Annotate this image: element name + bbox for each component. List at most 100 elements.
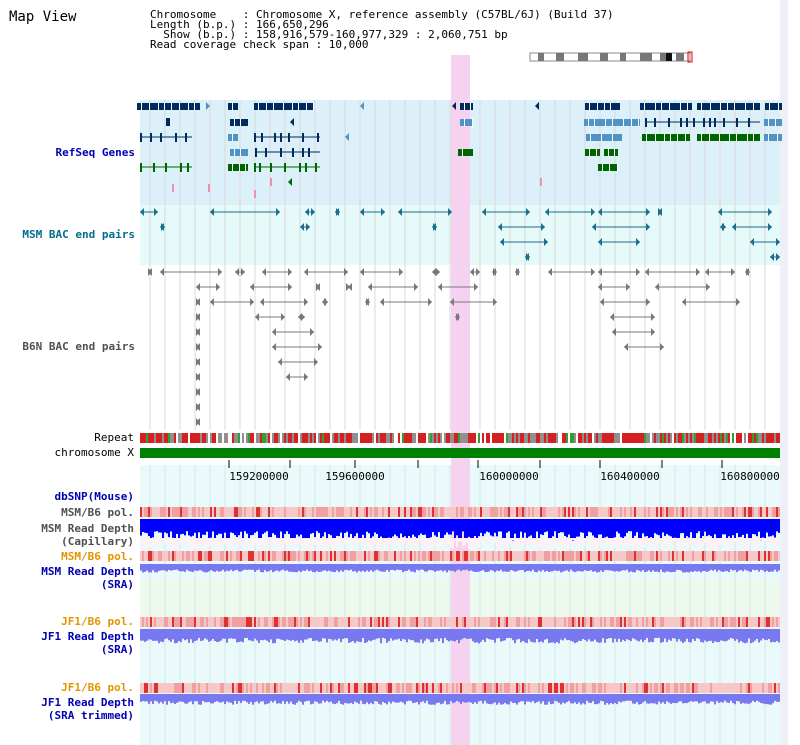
bac-end (154, 208, 158, 216)
read-depth-bar (354, 694, 356, 702)
read-depth-bar (206, 694, 208, 703)
read-depth-bar (762, 538, 764, 545)
read-depth-bar (716, 519, 718, 539)
repeat-element (428, 433, 430, 443)
read-depth-bar (278, 629, 280, 639)
track-label-jf1-b6-pol-2[interactable]: JF1/B6 pol. (61, 681, 134, 694)
polymorphism-cell (332, 617, 334, 627)
read-depth-bar (258, 694, 260, 704)
bac-end (304, 373, 308, 381)
repeat-element (418, 433, 420, 443)
read-depth-bar (626, 694, 628, 701)
read-depth-bar (190, 629, 192, 640)
read-depth-bar (330, 564, 332, 572)
read-depth-bar (540, 629, 542, 642)
track-label-msm-depth-capillary[interactable]: MSM Read Depth (Capillary) (0, 522, 134, 548)
ideogram-border (529, 52, 691, 62)
read-depth-bar (426, 519, 428, 541)
repeat-element (340, 433, 342, 443)
read-depth-bar (252, 564, 254, 570)
repeat-element (592, 433, 594, 443)
polymorphism-cell (314, 617, 316, 627)
track-label-b6n-bac[interactable]: B6N BAC end pairs (22, 340, 135, 353)
polymorphism-cell (474, 683, 476, 693)
repeat-element (302, 433, 304, 443)
read-depth-bar (762, 629, 764, 639)
polymorphism-cell (194, 507, 196, 517)
read-depth-bar (300, 519, 302, 535)
read-depth-bar (714, 694, 716, 705)
read-depth-bar (400, 694, 402, 702)
read-depth-bar (710, 538, 712, 548)
read-depth-bar (548, 538, 550, 549)
gene-exon-gap (258, 102, 259, 111)
gene-exon-gap (158, 102, 159, 111)
polymorphism-cell (290, 683, 292, 693)
read-depth-bar (190, 694, 192, 702)
gene-exon-gap (661, 102, 662, 111)
read-depth-bar (318, 629, 320, 642)
polymorphism-cell (390, 617, 392, 627)
bac-end (310, 328, 314, 336)
track-label-jf1-b6-pol-1[interactable]: JF1/B6 pol. (61, 615, 134, 628)
read-depth-bar (516, 694, 518, 705)
read-depth-bar (656, 519, 658, 535)
read-depth-bar (508, 538, 510, 543)
read-depth-bar (724, 564, 726, 572)
read-depth-bar (538, 564, 540, 571)
read-depth-bar (688, 564, 690, 573)
read-depth-bar (176, 694, 178, 703)
read-depth-bar (256, 694, 258, 702)
polymorphism-cell (192, 551, 194, 561)
polymorphism-cell (356, 683, 358, 693)
track-label-dbsnp[interactable]: dbSNP(Mouse) (54, 490, 134, 503)
repeat-element (676, 433, 678, 443)
repeat-element (740, 433, 742, 443)
read-depth-bar (152, 694, 154, 705)
read-depth-bar (664, 519, 666, 536)
track-label-msm-b6-pol-1[interactable]: MSM/B6 pol. (61, 506, 134, 519)
repeat-element (728, 433, 730, 443)
bac-end (526, 208, 530, 216)
read-depth-bar (624, 694, 626, 702)
track-label-jf1-depth-trimmed[interactable]: JF1 Read Depth (SRA trimmed) (0, 696, 134, 722)
read-depth-bar (228, 519, 230, 540)
polymorphism-cell (508, 617, 510, 627)
read-depth-bar (308, 564, 310, 572)
polymorphism-cell (358, 551, 360, 561)
read-depth-bar (354, 564, 356, 572)
track-label-jf1-depth-sra[interactable]: JF1 Read Depth (SRA) (0, 630, 134, 656)
polymorphism-cell (480, 683, 482, 693)
read-depth-bar (436, 564, 438, 571)
polymorphism-cell (450, 683, 452, 693)
read-depth-bar (604, 538, 606, 542)
gene-strand (345, 133, 349, 141)
read-depth-bar (238, 564, 240, 572)
repeat-element (200, 433, 202, 443)
read-depth-bar (722, 519, 724, 535)
gene-exon-gap (232, 133, 233, 142)
read-depth-bar (340, 538, 342, 540)
polymorphism-cell (346, 683, 348, 693)
polymorphism-cell (734, 683, 736, 693)
read-depth-bar (492, 564, 494, 571)
polymorphism-cell (586, 683, 588, 693)
polymorphism-cell (240, 551, 242, 561)
polymorphism-cell (754, 683, 756, 693)
track-label-msm-depth-sra[interactable]: MSM Read Depth (SRA) (0, 565, 134, 591)
bac-end (160, 268, 164, 276)
polymorphism-cell (210, 551, 212, 561)
read-depth-bar (506, 519, 508, 533)
track-label-refseq[interactable]: RefSeq Genes (55, 146, 135, 159)
polymorphism-cell (754, 507, 756, 517)
read-depth-bar (352, 519, 354, 540)
read-depth-bar (620, 629, 622, 642)
read-depth-bar (670, 694, 672, 704)
track-label-msm-b6-pol-2[interactable]: MSM/B6 pol. (61, 550, 134, 563)
polymorphism-cell (472, 551, 474, 561)
polymorphism-cell (396, 551, 398, 561)
polymorphism-cell (266, 617, 268, 627)
gene-exon-block (640, 103, 692, 110)
track-label-msm-bac[interactable]: MSM BAC end pairs (22, 228, 135, 241)
